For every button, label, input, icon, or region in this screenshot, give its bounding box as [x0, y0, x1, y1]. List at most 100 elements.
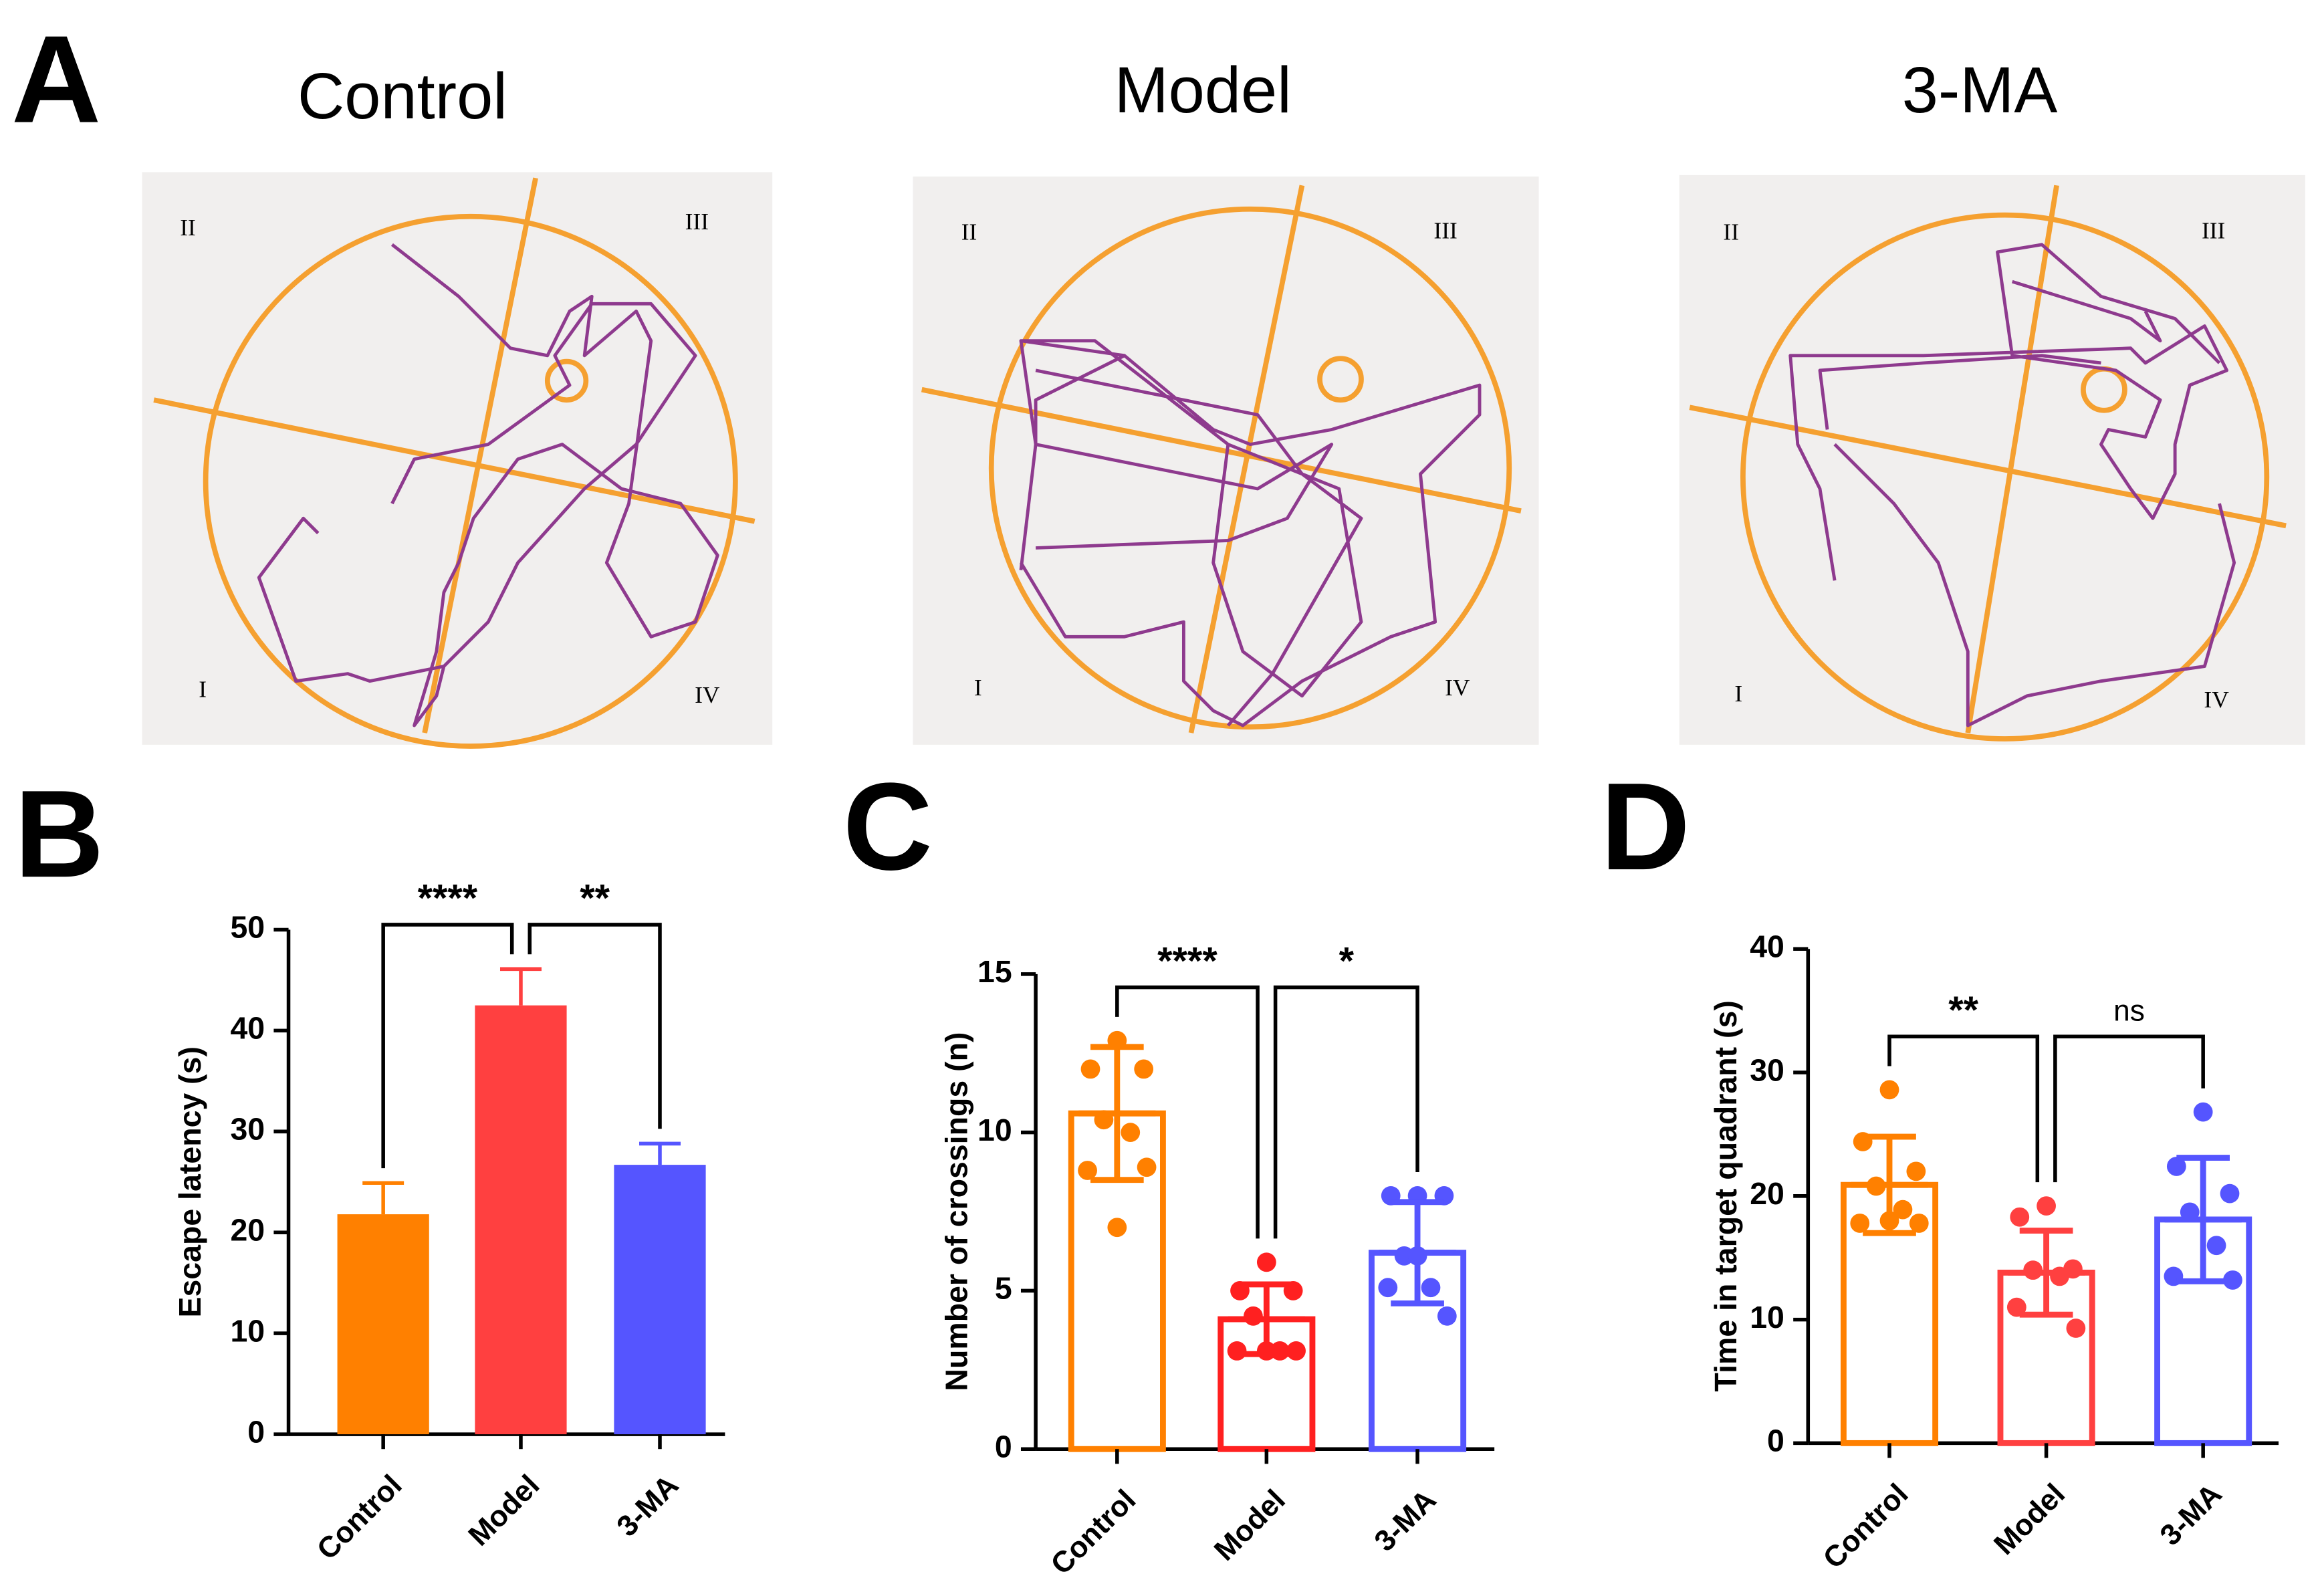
quadrant-label: I — [1734, 680, 1742, 707]
data-point — [1256, 1252, 1276, 1272]
quadrant-label: II — [961, 218, 977, 245]
y-tick-label: 20 — [230, 1213, 265, 1248]
significance-bracket — [2053, 1034, 2205, 1183]
quadrant-label: III — [1433, 217, 1457, 243]
quadrant-label: I — [974, 674, 982, 701]
error-bar — [1228, 1281, 1305, 1357]
data-point — [2010, 1207, 2030, 1227]
error-bar — [639, 1141, 681, 1165]
error-bar — [2164, 1155, 2242, 1284]
y-axis-label: Escape latency (s) — [172, 1046, 207, 1318]
data-point — [1906, 1161, 1926, 1181]
x-tick-label: 3-MA — [2154, 1478, 2228, 1552]
data-point — [1879, 1080, 1899, 1100]
x-tick-label: Model — [1208, 1484, 1292, 1567]
significance-label: ns — [2113, 994, 2145, 1027]
error-bar — [1078, 1044, 1156, 1183]
quadrant-label: III — [685, 208, 709, 235]
significance-label: ** — [1948, 989, 1978, 1032]
data-point — [1286, 1341, 1306, 1361]
panel-label: C — [843, 758, 933, 896]
bar — [614, 1165, 706, 1435]
significance-label: **** — [418, 877, 478, 920]
y-tick-label: 5 — [995, 1271, 1012, 1306]
significance-bracket — [528, 923, 662, 1129]
error-bar — [1851, 1133, 1928, 1236]
arena-title: Model — [1115, 53, 1292, 126]
arena-3ma — [1679, 175, 2305, 745]
bar — [475, 1005, 567, 1435]
data-point — [2193, 1102, 2213, 1122]
quadrant-label: IV — [2204, 686, 2229, 713]
error-bar — [499, 967, 542, 1006]
x-tick-label: Control — [1817, 1478, 1915, 1575]
data-point — [1909, 1214, 1929, 1233]
data-point — [1107, 1218, 1127, 1238]
y-tick-label: 0 — [247, 1414, 265, 1449]
x-tick-label: Control — [1044, 1484, 1142, 1581]
x-tick-label: Model — [1988, 1478, 2071, 1561]
error-bar — [362, 1181, 404, 1215]
data-point — [1244, 1306, 1263, 1326]
data-point — [1437, 1306, 1457, 1326]
y-tick-label: 40 — [1750, 929, 1784, 964]
data-point — [2037, 1196, 2056, 1216]
data-point — [1078, 1161, 1097, 1180]
significance-label: * — [1339, 939, 1355, 982]
x-tick-label: 3-MA — [1368, 1484, 1442, 1558]
arena-model — [913, 177, 1539, 745]
panel-label: B — [14, 765, 104, 903]
data-point — [2220, 1183, 2240, 1204]
data-point — [1421, 1278, 1441, 1298]
y-tick-label: 20 — [1750, 1176, 1784, 1211]
error-bar — [2008, 1228, 2085, 1318]
data-point — [2066, 1319, 2086, 1338]
data-point — [1378, 1278, 1398, 1298]
quadrant-label: III — [2202, 217, 2225, 243]
quadrant-label: II — [180, 214, 196, 241]
y-tick-label: 0 — [995, 1430, 1012, 1464]
y-axis-label: Number of crossings (n) — [939, 1032, 973, 1391]
x-tick-label: Model — [462, 1469, 546, 1553]
data-point — [2050, 1266, 2069, 1286]
significance-bracket — [1887, 1034, 2040, 1183]
significance-bracket — [1115, 985, 1260, 1239]
arena-control — [142, 172, 773, 749]
data-point — [1137, 1157, 1157, 1177]
significance-label: **** — [1157, 939, 1217, 982]
y-tick-label: 30 — [1750, 1052, 1784, 1087]
data-point — [1134, 1059, 1154, 1079]
panel-label: D — [1601, 758, 1690, 896]
quadrant-label: II — [1723, 218, 1739, 245]
data-point — [1850, 1214, 1870, 1233]
y-tick-label: 10 — [977, 1113, 1012, 1147]
data-point — [2223, 1270, 2242, 1290]
data-point — [1121, 1123, 1141, 1143]
arena-title: Control — [298, 60, 507, 132]
data-point — [2166, 1157, 2186, 1176]
significance-bracket — [1273, 985, 1419, 1239]
y-tick-label: 30 — [230, 1112, 265, 1147]
y-tick-label: 10 — [230, 1313, 265, 1348]
bar — [337, 1214, 429, 1435]
significance-label: ** — [580, 877, 610, 920]
x-tick-label: Control — [311, 1469, 409, 1567]
y-tick-label: 10 — [1750, 1300, 1784, 1335]
x-tick-label: 3-MA — [610, 1469, 685, 1543]
y-axis-label: Time in target quadrant (s) — [1708, 1000, 1743, 1391]
y-tick-label: 15 — [977, 954, 1012, 989]
arena-title: 3-MA — [1902, 53, 2058, 126]
quadrant-label: IV — [1445, 674, 1470, 701]
quadrant-label: I — [199, 675, 207, 702]
y-tick-label: 50 — [230, 910, 265, 945]
significance-bracket — [381, 923, 514, 1169]
data-point — [1227, 1341, 1247, 1361]
y-tick-label: 40 — [230, 1011, 265, 1046]
data-point — [1080, 1059, 1100, 1079]
data-point — [2206, 1236, 2226, 1256]
error-bar — [1379, 1199, 1456, 1306]
data-point — [1893, 1200, 1913, 1220]
y-tick-label: 0 — [1767, 1423, 1784, 1458]
quadrant-label: IV — [695, 681, 720, 708]
